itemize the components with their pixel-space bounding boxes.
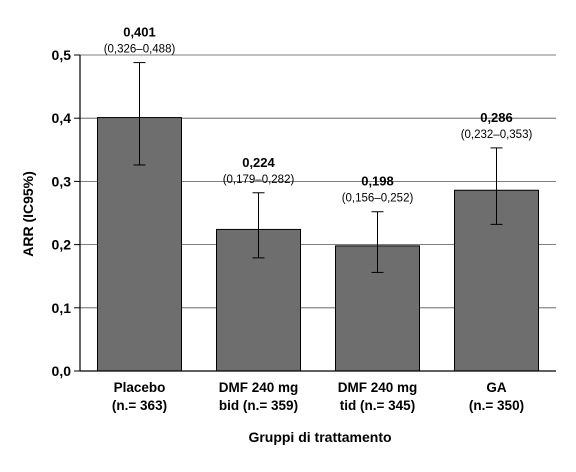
x-tick-label: DMF 240 mg: [219, 380, 299, 395]
y-tick-label: 0,1: [52, 300, 72, 316]
x-axis-title: Gruppi di trattamento: [248, 429, 391, 445]
value-label: 0,286: [480, 110, 513, 125]
y-tick-label: 0,5: [52, 47, 72, 63]
y-tick-labels: 0,0 0,1 0,2 0,3 0,4 0,5: [52, 47, 80, 379]
x-tick-label: tid (n.= 345): [340, 398, 415, 413]
y-tick-label: 0,3: [52, 173, 72, 189]
x-tick-labels: Placebo (n.= 363) DMF 240 mg bid (n.= 359) D…: [112, 380, 524, 413]
value-label: 0,401: [123, 25, 156, 40]
data-labels: 0,401 (0,326–0,488) 0,224 (0,179–0,282) 0,19…: [104, 25, 533, 205]
x-tick-label: (n.= 350): [469, 398, 524, 413]
ci-label: (0,179–0,282): [223, 174, 295, 186]
x-tick-label: Placebo: [114, 380, 166, 395]
x-tick-label: DMF 240 mg: [338, 380, 418, 395]
ci-label: (0,156–0,252): [342, 193, 414, 205]
value-label: 0,198: [361, 174, 394, 189]
y-tick-label: 0,2: [52, 237, 72, 253]
x-tick-label: (n.= 363): [112, 398, 167, 413]
ci-label: (0,232–0,353): [461, 129, 533, 141]
x-tick-label: GA: [486, 380, 507, 395]
bars: [97, 117, 539, 372]
x-tick-label: bid (n.= 359): [219, 398, 298, 413]
y-axis-title: ARR (IC95%): [20, 171, 36, 257]
y-tick-label: 0,0: [52, 363, 72, 379]
y-tick-label: 0,4: [52, 110, 72, 126]
error-bars: [133, 62, 503, 273]
ci-label: (0,326–0,488): [104, 44, 176, 56]
value-label: 0,224: [242, 155, 275, 170]
